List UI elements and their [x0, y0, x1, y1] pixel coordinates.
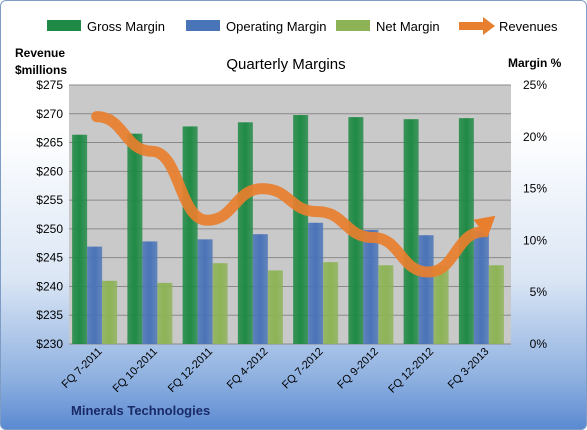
category-label: FQ 12-2011: [166, 346, 215, 395]
bar-net-margin: [157, 282, 173, 344]
right-axis-tick-label: 20%: [523, 130, 547, 144]
legend-label: Operating Margin: [226, 19, 326, 34]
bar-gross-margin: [237, 122, 253, 345]
right-axis-title: Margin %: [508, 56, 562, 70]
bar-gross-margin: [293, 115, 309, 344]
bar-operating-margin: [363, 230, 379, 344]
bar-net-margin: [488, 265, 504, 344]
bar-operating-margin: [252, 234, 268, 344]
category-label: FQ 7-2011: [60, 346, 105, 391]
revenue-line: [91, 111, 489, 278]
bar-net-margin: [102, 280, 118, 344]
bar-gross-margin: [182, 126, 198, 344]
left-axis-tick-label: $235: [36, 308, 63, 322]
left-axis-tick-label: $250: [36, 222, 63, 236]
category-label: FQ 4-2012: [225, 346, 271, 392]
left-axis-tick-label: $275: [36, 78, 63, 92]
legend-label: Gross Margin: [87, 19, 165, 34]
left-axis-tick-label: $245: [36, 251, 63, 265]
category-label: FQ 7-2012: [280, 346, 326, 392]
right-axis-tick-label: 5%: [530, 285, 548, 299]
left-axis-tick-label: $255: [36, 193, 63, 207]
bar-operating-margin: [197, 239, 213, 344]
bar-net-margin: [378, 265, 394, 344]
chart-title: Quarterly Margins: [226, 56, 345, 73]
legend-swatch: [186, 20, 220, 31]
left-axis-tick-label: $230: [36, 337, 63, 351]
category-label: FQ 10-2011: [111, 346, 160, 395]
right-axis-tick-label: 10%: [523, 233, 547, 247]
left-axis-title-line2: $millions: [15, 63, 67, 77]
left-axis-title-line1: Revenue: [15, 46, 65, 60]
category-label: FQ 12-2012: [386, 346, 436, 396]
bar-operating-margin: [473, 231, 489, 344]
bar-gross-margin: [403, 119, 419, 344]
left-axis-tick-label: $265: [36, 136, 63, 150]
revenue-arrowhead: [473, 215, 496, 238]
legend-arrow: [483, 17, 495, 35]
category-label: FQ 9-2012: [335, 346, 381, 392]
bar-operating-margin: [308, 222, 324, 344]
bar-operating-margin: [142, 241, 158, 344]
legend-swatch: [336, 20, 370, 31]
legend-label: Revenues: [499, 19, 558, 34]
bar-net-margin: [267, 270, 283, 344]
right-axis-tick-label: 25%: [523, 78, 547, 92]
legend-label: Net Margin: [376, 19, 440, 34]
bar-operating-margin: [418, 235, 434, 344]
left-axis-tick-label: $240: [36, 279, 63, 293]
legend-swatch: [47, 20, 81, 31]
bar-operating-margin: [87, 246, 103, 344]
category-label: FQ 3-2013: [446, 346, 492, 392]
bar-gross-margin: [458, 118, 474, 344]
left-axis-tick-label: $260: [36, 164, 63, 178]
company-name: Minerals Technologies: [71, 403, 210, 418]
bar-gross-margin: [72, 134, 88, 344]
bar-net-margin: [433, 266, 449, 344]
right-axis-tick-label: 0%: [530, 337, 548, 351]
right-axis-tick-label: 15%: [523, 182, 547, 196]
bar-net-margin: [323, 262, 339, 344]
left-axis-tick-label: $270: [36, 107, 63, 121]
bar-gross-margin: [127, 133, 143, 344]
bar-net-margin: [212, 263, 228, 344]
